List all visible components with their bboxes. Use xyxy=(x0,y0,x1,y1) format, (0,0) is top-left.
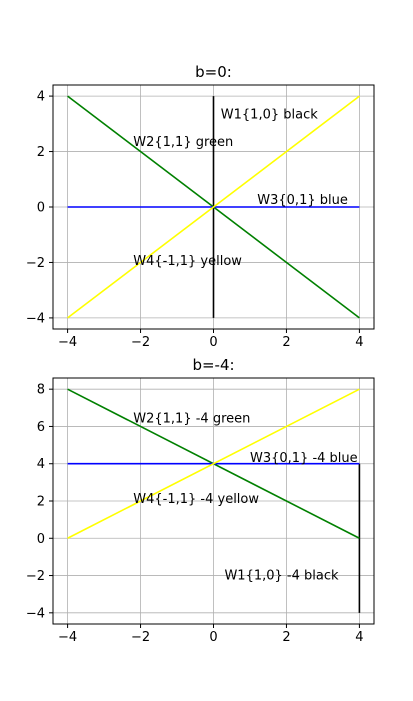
chart2-ytick-label-3: 2 xyxy=(37,495,45,510)
chart2-ytick-label-5: 6 xyxy=(37,420,45,435)
chart2-ytick-label-6: 8 xyxy=(37,383,45,398)
chart1-title: b=0: xyxy=(195,63,232,81)
chart2-line-w4 xyxy=(67,388,360,539)
chart1-xtick-label-0: −4 xyxy=(58,335,77,350)
chart2-xtick-label-1: −2 xyxy=(131,630,150,645)
chart1-xtick-label-3: 2 xyxy=(282,335,290,350)
chart2-ytick-label-4: 4 xyxy=(37,457,45,472)
chart1-annotation-2: W3{0,1} blue xyxy=(257,193,348,208)
chart2-xtick-label-4: 4 xyxy=(355,630,363,645)
chart2-ytick-label-2: 0 xyxy=(37,532,45,547)
chart1-line-w4 xyxy=(67,95,360,319)
chart2-xtick-label-2: 0 xyxy=(209,630,217,645)
chart1-annotation-0: W1{1,0} black xyxy=(221,107,318,122)
chart2-annotation-3: W1{1,0} -4 black xyxy=(224,568,339,583)
chart1-ytick-label-3: 2 xyxy=(37,145,45,160)
chart1: −4 −2 0 2 4 −4 −2 0 2 4 b=0: W1{1,0} black W2{1,1} g… xyxy=(26,63,375,350)
chart1-ytick-label-1: −2 xyxy=(26,256,45,271)
chart1-annotation-1: W2{1,1} green xyxy=(133,135,233,150)
chart1-xtick-label-2: 0 xyxy=(209,335,217,350)
chart2-annotation-1: W3{0,1} -4 blue xyxy=(250,451,358,466)
chart1-ytick-label-2: 0 xyxy=(37,201,45,216)
chart1-annotation-3: W4{-1,1} yellow xyxy=(133,254,242,269)
chart1-ytick-label-4: 4 xyxy=(37,90,45,105)
chart1-ytick-label-0: −4 xyxy=(26,311,45,326)
chart2-annotation-2: W4{-1,1} -4 yellow xyxy=(133,492,259,507)
chart2-ytick-label-1: −2 xyxy=(26,569,45,584)
chart2-xtick-label-3: 2 xyxy=(282,630,290,645)
chart1-xtick-label-4: 4 xyxy=(355,335,363,350)
chart2-annotation-0: W2{1,1} -4 green xyxy=(133,412,250,427)
chart2-xtick-label-0: −4 xyxy=(58,630,77,645)
chart2-title: b=-4: xyxy=(192,356,234,374)
chart2: −4 −2 0 2 4 −4 −2 0 2 4 6 8 b=-4: W2{1,1} -4 green W3{… xyxy=(26,356,375,645)
chart1-xtick-label-1: −2 xyxy=(131,335,150,350)
chart2-ytick-label-0: −4 xyxy=(26,606,45,621)
